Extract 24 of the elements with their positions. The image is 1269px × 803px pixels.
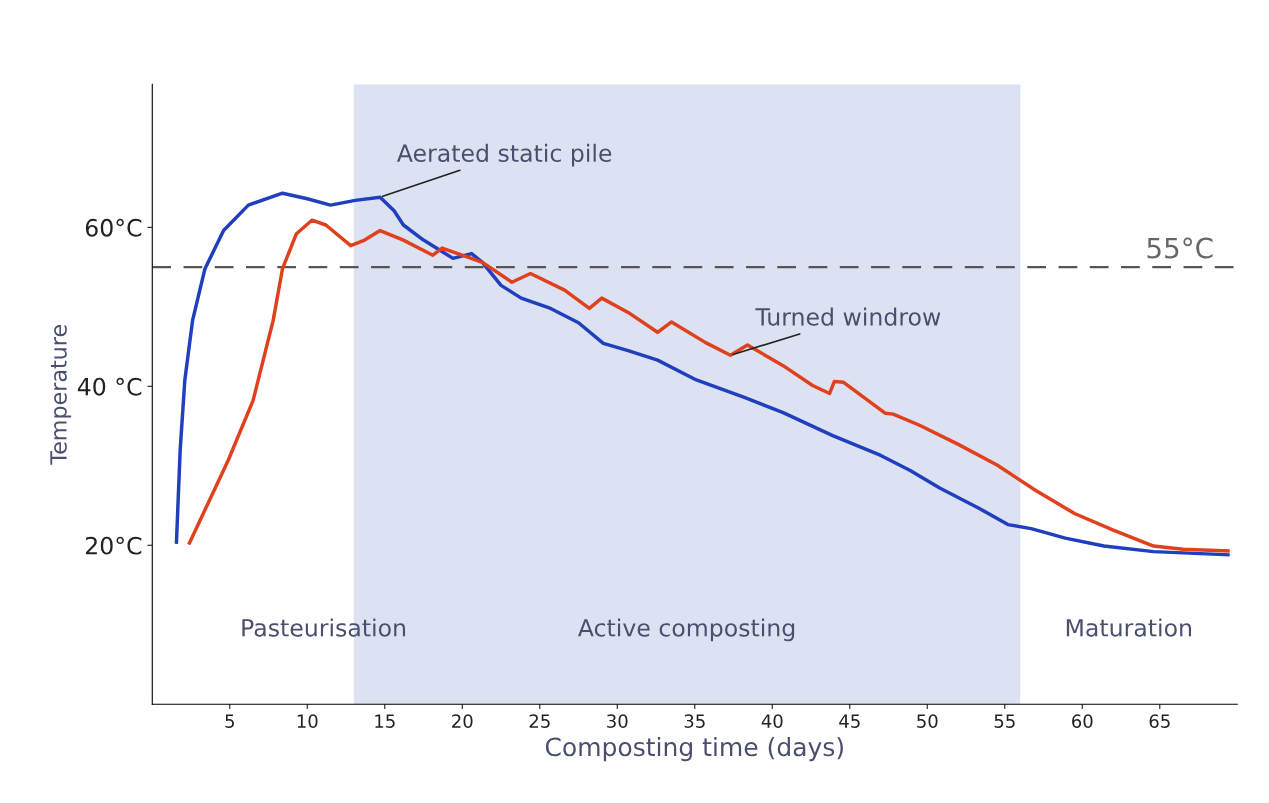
x-tick-label: 65: [1149, 714, 1170, 728]
annotation: Maturation: [1066, 618, 1192, 637]
x-tick-label: 45: [839, 714, 860, 728]
x-tick-label: 50: [917, 714, 938, 728]
annotation: Active composting: [577, 618, 795, 642]
y-axis-title: Temperature: [50, 325, 72, 465]
x-tick-label: 10: [297, 714, 318, 728]
x-tick-label: 55: [994, 714, 1015, 728]
x-tick-label: 60: [1072, 714, 1093, 728]
x-tick-label: 20: [452, 714, 473, 728]
y-tick-label: 60°C: [85, 218, 142, 237]
series-label: Aerated static pile: [396, 143, 612, 167]
series-label: Turned windrow: [755, 307, 941, 326]
x-axis-title: Composting time (days): [545, 736, 843, 762]
x-tick-label: 30: [607, 714, 628, 728]
x-tick-label: 15: [375, 714, 395, 728]
y-tick-label: 40 °C: [77, 377, 142, 396]
ref-line-label: 55°C: [1147, 237, 1213, 259]
y-tick-label: 20°C: [85, 536, 142, 555]
x-tick-label: 25: [529, 714, 550, 728]
annotation: Pasteurisation: [242, 618, 406, 637]
x-tick-label: 35: [684, 714, 705, 728]
x-tick-label: 5: [225, 714, 234, 728]
x-tick-label: 40: [761, 714, 783, 728]
